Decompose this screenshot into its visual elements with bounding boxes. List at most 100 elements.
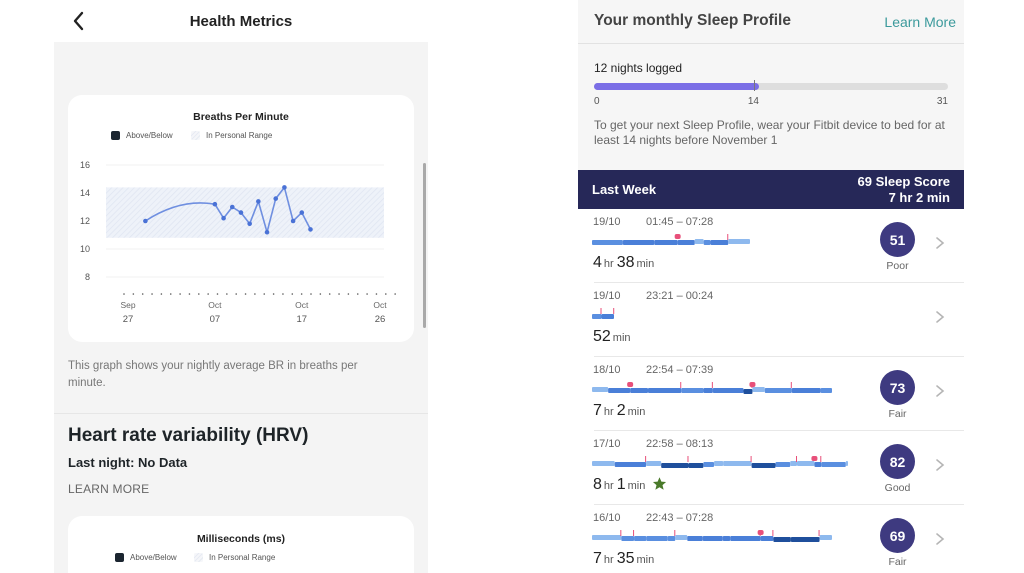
nights-progress-bar (594, 80, 948, 91)
row-divider (594, 504, 964, 505)
row-divider (594, 356, 964, 357)
sleep-stages (592, 381, 838, 400)
session-duration: 8 hr 1 min (593, 476, 667, 494)
sleep-stage-graph (592, 308, 615, 319)
legend-swatch-hatch (194, 553, 203, 562)
learn-more-link[interactable]: Learn More (884, 14, 956, 30)
chevron-left-icon[interactable] (68, 8, 90, 34)
legend-personal-range: In Personal Range (191, 131, 272, 140)
session-duration: 7 hr 2 min (593, 402, 646, 419)
legend-swatch-dark (115, 553, 124, 562)
sleep-session-row[interactable]: 19/10 01:45 – 07:28 4 hr 38 min 51 Poor (578, 209, 964, 283)
legend-swatch-dark (111, 131, 120, 140)
br-line-chart: 8 10 12 14 16 Sep 27 Oct 07 Oct 17 Oct 26 (80, 160, 396, 325)
sleep-stage-graph (592, 456, 856, 468)
sleep-profile-header: Your monthly Sleep Profile Learn More (578, 0, 964, 44)
scrollbar[interactable] (423, 163, 426, 328)
svg-text:17: 17 (297, 314, 308, 325)
sleep-profile-message: To get your next Sleep Profile, wear you… (594, 118, 945, 147)
hrv-last-night: Last night: No Data (68, 455, 188, 470)
chevron-right-icon[interactable] (935, 310, 945, 324)
session-time-range: 22:58 – 08:13 (646, 438, 714, 450)
week-label: Last Week (592, 182, 657, 197)
sleep-session-row[interactable]: 16/10 22:43 – 07:28 7 hr 35 min 69 Fair (578, 505, 964, 573)
sleep-score-rating: Poor (886, 260, 909, 272)
header: Health Metrics (54, 0, 428, 42)
breaths-per-minute-card: Breaths Per Minute Above/Below In Person… (68, 95, 414, 342)
sleep-score-badge: 82 (880, 444, 915, 479)
week-score: 69 Sleep Score 7 hr 2 min (857, 174, 951, 205)
svg-text:Sep: Sep (120, 300, 135, 310)
session-time-range: 22:43 – 07:28 (646, 512, 714, 524)
legend-above-below: Above/Below (115, 553, 177, 562)
milliseconds-card: Milliseconds (ms) Above/Below In Persona… (68, 516, 414, 573)
nights-logged: 12 nights logged (594, 61, 683, 75)
chevron-right-icon[interactable] (935, 236, 945, 250)
sleep-score-rating: Fair (888, 408, 907, 420)
progress-fill (594, 83, 760, 90)
sleep-stage-graph (592, 382, 838, 394)
session-time-range: 01:45 – 07:28 (646, 216, 714, 228)
row-divider (594, 430, 964, 431)
sleep-stages (592, 455, 856, 474)
session-duration: 4 hr 38 min (593, 254, 655, 271)
session-time-range: 23:21 – 00:24 (646, 290, 714, 302)
chevron-right-icon[interactable] (935, 384, 945, 398)
section-divider (54, 413, 428, 414)
scale-target: 14 (747, 96, 759, 107)
chart-title: Breaths Per Minute (193, 111, 289, 123)
legend-above-below: Above/Below (111, 131, 173, 140)
sleep-stages (592, 233, 754, 252)
sleep-profile-title: Your monthly Sleep Profile (594, 12, 791, 29)
svg-text:12: 12 (80, 216, 90, 226)
svg-text:Oct: Oct (373, 300, 387, 310)
hrv-learn-more-link[interactable]: LEARN MORE (68, 482, 150, 496)
hrv-section-title: Heart rate variability (HRV) (68, 425, 309, 446)
sleep-stage-graph (592, 530, 853, 542)
sleep-score-badge: 69 (880, 518, 915, 553)
session-date: 19/10 (593, 216, 621, 228)
legend-personal-range: In Personal Range (194, 553, 275, 562)
svg-text:26: 26 (375, 314, 386, 325)
session-date: 19/10 (593, 290, 621, 302)
session-duration: 7 hr 35 min (593, 550, 655, 567)
session-date: 18/10 (593, 364, 621, 376)
sleep-profile-card: Your monthly Sleep Profile Learn More 12… (578, 0, 964, 170)
sleep-session-row[interactable]: 18/10 22:54 – 07:39 7 hr 2 min 73 Fair (578, 357, 964, 431)
svg-text:16: 16 (80, 160, 90, 170)
svg-text:Oct: Oct (295, 300, 309, 310)
sleep-screen: Your monthly Sleep Profile Learn More 12… (578, 0, 964, 573)
chevron-right-icon[interactable] (935, 458, 945, 472)
sleep-score-rating: Good (884, 482, 911, 494)
legend-swatch-hatch (191, 131, 200, 140)
health-metrics-screen: Health Metrics Breaths Per Minute Above/… (54, 0, 428, 573)
sleep-session-row[interactable]: 17/10 22:58 – 08:13 8 hr 1 min 82 Good (578, 431, 964, 505)
sleep-stages (592, 307, 618, 326)
page-title: Health Metrics (189, 13, 293, 30)
session-date: 16/10 (593, 512, 621, 524)
sleep-stages (592, 529, 853, 548)
session-date: 17/10 (593, 438, 621, 450)
row-divider (594, 282, 964, 283)
sleep-stage-graph (592, 234, 750, 245)
sleep-score-badge: 73 (880, 370, 915, 405)
svg-text:Oct: Oct (208, 300, 222, 310)
sleep-score-badge: 51 (880, 222, 915, 257)
session-time-range: 22:54 – 07:39 (646, 364, 714, 376)
chart-title: Milliseconds (ms) (196, 533, 286, 545)
svg-text:14: 14 (80, 188, 90, 198)
star-icon (653, 477, 667, 490)
target-marker (753, 80, 755, 91)
scale-min: 0 (594, 96, 600, 107)
svg-text:07: 07 (210, 314, 221, 325)
svg-text:27: 27 (123, 314, 134, 325)
svg-text:8: 8 (85, 272, 90, 282)
svg-text:10: 10 (80, 244, 90, 254)
last-week-summary: Last Week 69 Sleep Score 7 hr 2 min (578, 170, 964, 209)
chart-description: This graph shows your nightly average BR… (68, 360, 358, 389)
chevron-right-icon[interactable] (935, 532, 945, 546)
sleep-session-row[interactable]: 19/10 23:21 – 00:24 52 min (578, 283, 964, 357)
scale-max: 31 (936, 96, 948, 107)
session-duration: 52 min (593, 328, 631, 345)
